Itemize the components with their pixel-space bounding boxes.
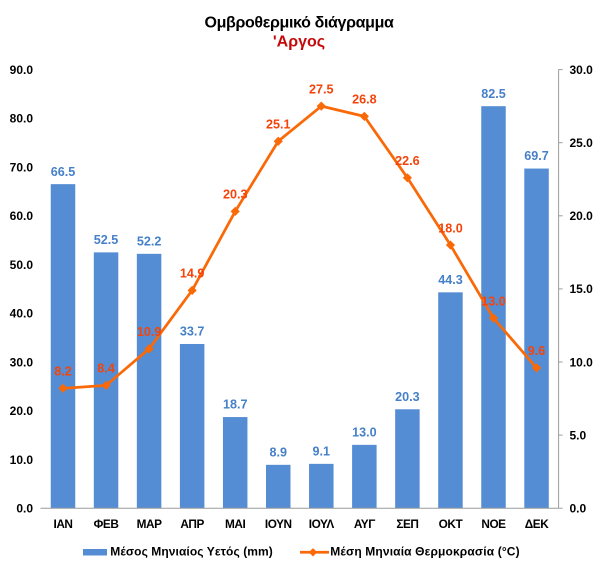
svg-text:66.5: 66.5 (51, 165, 76, 179)
svg-text:Μέσος Μηνιαίος Υετός (mm): Μέσος Μηνιαίος Υετός (mm) (110, 544, 273, 558)
svg-text:69.7: 69.7 (524, 149, 549, 163)
svg-text:44.3: 44.3 (438, 273, 463, 287)
svg-text:52.2: 52.2 (137, 234, 162, 248)
svg-text:10.9: 10.9 (137, 325, 162, 339)
svg-text:14.9: 14.9 (180, 267, 205, 281)
svg-text:5.0: 5.0 (570, 428, 587, 442)
svg-text:33.7: 33.7 (180, 325, 205, 339)
svg-text:50.0: 50.0 (10, 258, 34, 272)
svg-text:20.0: 20.0 (10, 404, 34, 418)
svg-text:ΙΟΥΝ: ΙΟΥΝ (265, 517, 292, 531)
svg-text:82.5: 82.5 (481, 87, 506, 101)
svg-text:20.0: 20.0 (570, 209, 594, 223)
svg-text:9.6: 9.6 (528, 344, 546, 358)
svg-text:70.0: 70.0 (10, 160, 34, 174)
svg-text:90.0: 90.0 (10, 63, 34, 77)
svg-text:10.0: 10.0 (570, 355, 594, 369)
svg-text:80.0: 80.0 (10, 112, 34, 126)
svg-text:ΜΑΙ: ΜΑΙ (225, 517, 245, 531)
svg-text:27.5: 27.5 (309, 82, 334, 96)
svg-text:18.7: 18.7 (223, 398, 248, 412)
svg-text:22.6: 22.6 (395, 154, 420, 168)
svg-text:ΙΑΝ: ΙΑΝ (54, 517, 73, 531)
svg-text:ΜΑΡ: ΜΑΡ (137, 517, 162, 531)
svg-text:'Αργος: 'Αργος (273, 33, 325, 50)
svg-text:ΟΚΤ: ΟΚΤ (439, 517, 464, 531)
svg-text:ΙΟΥΛ: ΙΟΥΛ (309, 517, 335, 531)
svg-text:0.0: 0.0 (16, 502, 33, 516)
svg-text:40.0: 40.0 (10, 307, 34, 321)
svg-text:ΣΕΠ: ΣΕΠ (396, 517, 418, 531)
svg-text:ΝΟΕ: ΝΟΕ (481, 517, 506, 531)
svg-text:8.9: 8.9 (269, 445, 287, 459)
svg-text:15.0: 15.0 (570, 282, 594, 296)
svg-text:ΦΕΒ: ΦΕΒ (94, 517, 119, 531)
svg-text:Μέση Μηνιαία Θερμοκρασία (°C): Μέση Μηνιαία Θερμοκρασία (°C) (330, 544, 519, 558)
svg-text:18.0: 18.0 (438, 221, 463, 235)
svg-text:ΔΕΚ: ΔΕΚ (525, 517, 549, 531)
svg-text:25.0: 25.0 (570, 136, 594, 150)
svg-text:ΑΥΓ: ΑΥΓ (354, 517, 375, 531)
svg-text:8.2: 8.2 (54, 365, 72, 379)
svg-text:30.0: 30.0 (10, 355, 34, 369)
svg-text:26.8: 26.8 (352, 93, 377, 107)
svg-text:8.4: 8.4 (97, 362, 115, 376)
svg-text:ΑΠΡ: ΑΠΡ (180, 517, 204, 531)
svg-text:60.0: 60.0 (10, 209, 34, 223)
svg-text:25.1: 25.1 (266, 118, 291, 132)
svg-text:20.3: 20.3 (223, 188, 248, 202)
svg-text:30.0: 30.0 (570, 63, 594, 77)
svg-text:52.5: 52.5 (94, 233, 119, 247)
svg-text:10.0: 10.0 (10, 453, 34, 467)
svg-text:0.0: 0.0 (570, 502, 587, 516)
svg-text:20.3: 20.3 (395, 390, 420, 404)
svg-text:13.0: 13.0 (481, 294, 506, 308)
svg-text:9.1: 9.1 (313, 444, 331, 458)
svg-text:Ομβροθερμικό διάγραμμα: Ομβροθερμικό διάγραμμα (205, 15, 395, 32)
svg-text:13.0: 13.0 (352, 425, 377, 439)
